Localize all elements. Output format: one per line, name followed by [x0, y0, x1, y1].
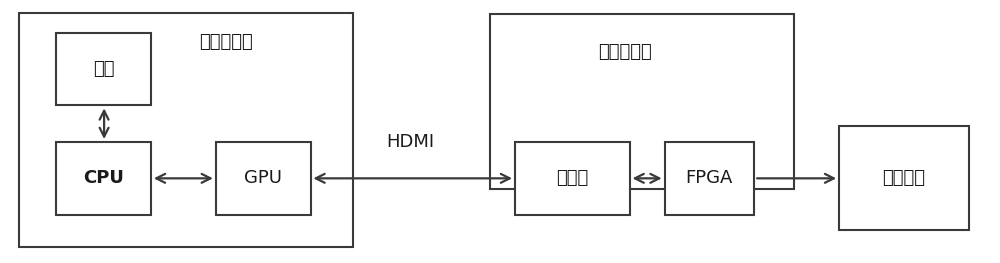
Text: FPGA: FPGA: [686, 169, 733, 187]
Bar: [56, 142, 151, 215]
Bar: [665, 142, 754, 215]
Text: 解码器: 解码器: [556, 169, 588, 187]
Text: 内存: 内存: [93, 60, 114, 78]
Text: CPU: CPU: [83, 169, 124, 187]
Text: 电阵阵列: 电阵阵列: [882, 169, 925, 187]
Bar: [515, 142, 630, 215]
Bar: [839, 126, 969, 230]
Text: 驱动控制卡: 驱动控制卡: [598, 43, 652, 61]
Bar: [56, 33, 151, 105]
Bar: [19, 13, 353, 247]
Bar: [216, 142, 311, 215]
Text: GPU: GPU: [244, 169, 282, 187]
Text: 图形工作站: 图形工作站: [199, 33, 253, 50]
Text: HDMI: HDMI: [386, 133, 434, 151]
Bar: [490, 14, 794, 189]
